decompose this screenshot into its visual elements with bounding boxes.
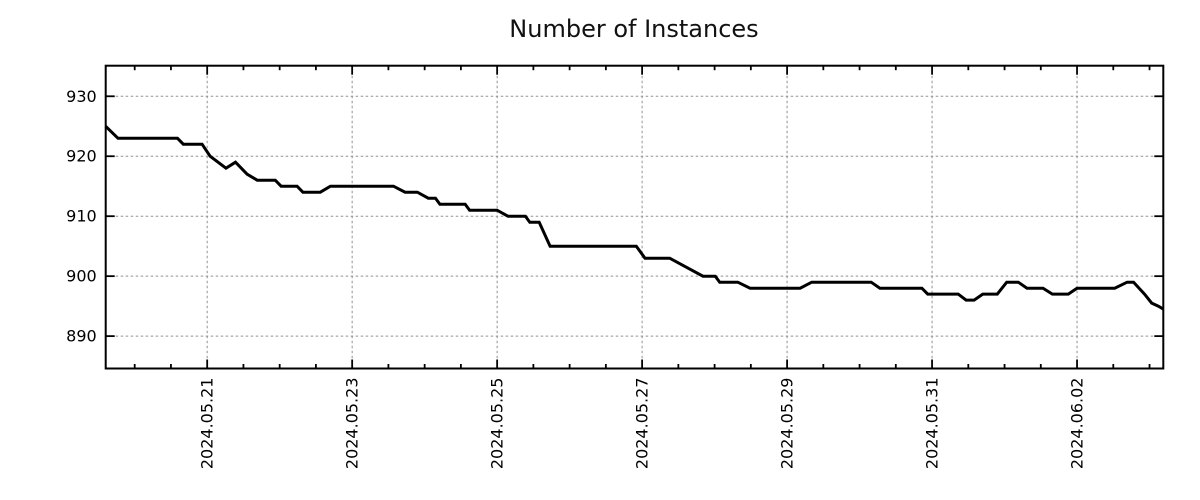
- x-tick-label: 2024.05.27: [633, 378, 652, 470]
- y-tick-label: 910: [66, 207, 97, 226]
- y-tick-label: 900: [66, 267, 97, 286]
- y-tick-label: 920: [66, 147, 97, 166]
- x-tick-label: 2024.06.02: [1068, 378, 1087, 470]
- x-tick-label: 2024.05.29: [778, 378, 797, 470]
- series-line: [104, 125, 1165, 311]
- y-tick-label: 890: [66, 327, 97, 346]
- x-tick-label: 2024.05.21: [198, 378, 217, 470]
- chart-title: Number of Instances: [509, 15, 759, 43]
- y-tick-label: 930: [66, 87, 97, 106]
- x-tick-label: 2024.05.25: [488, 378, 507, 470]
- x-tick-label: 2024.05.31: [923, 378, 942, 470]
- x-tick-label: 2024.05.23: [343, 378, 362, 470]
- plot-border: [104, 64, 1165, 370]
